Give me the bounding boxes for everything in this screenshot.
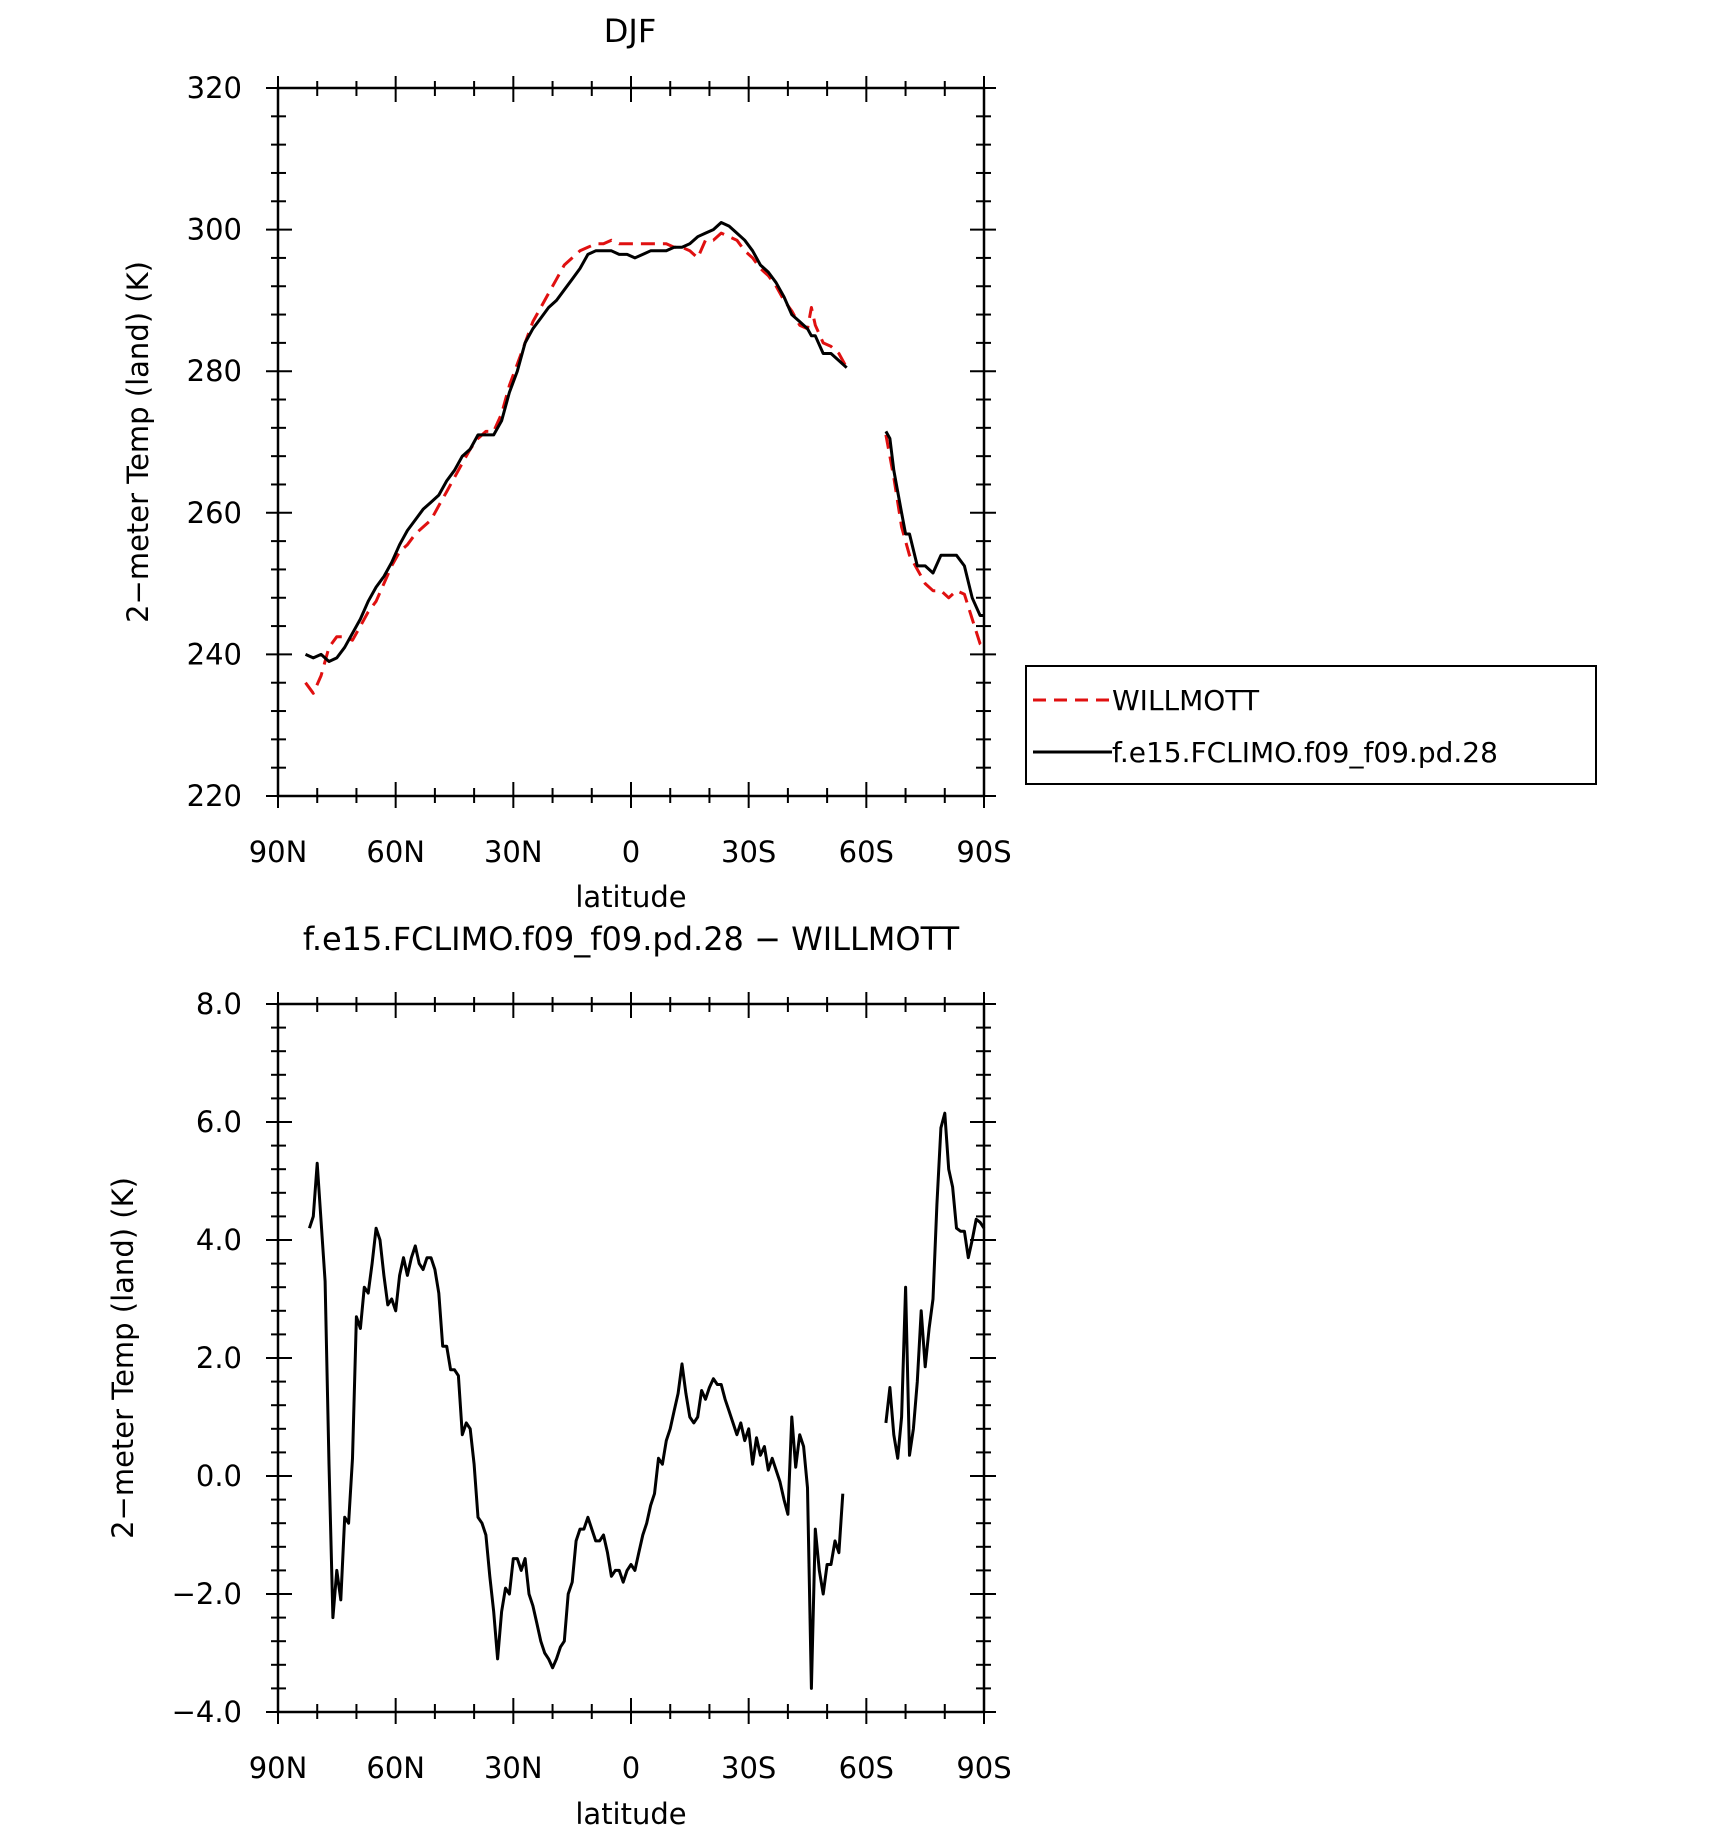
x-tick-label-30n: 30N (484, 1751, 543, 1785)
legend-label-willmott: WILLMOTT (1112, 684, 1260, 717)
y-tick-label-neg4: −4.0 (172, 1695, 242, 1729)
y-tick-label-4: 4.0 (196, 1223, 242, 1257)
panel-top-ticks (266, 76, 996, 808)
x-tick-label-30s: 30S (721, 835, 776, 869)
x-tick-label-60n: 60N (366, 835, 425, 869)
x-tick-label-90s: 90S (956, 1751, 1011, 1785)
panel-top-x-tick-labels: 90N 60N 30N 0 30S 60S 90S (249, 835, 1012, 869)
x-tick-label-30s: 30S (721, 1751, 776, 1785)
panel-bottom-x-tick-labels: 90N 60N 30N 0 30S 60S 90S (249, 1751, 1012, 1785)
legend: WILLMOTT f.e15.FCLIMO.f09_f09.pd.28 (1025, 665, 1597, 785)
y-tick-label-2: 2.0 (196, 1341, 242, 1375)
series-line-difference (307, 1161, 845, 1690)
series-line-difference (884, 1111, 986, 1460)
y-tick-label-8: 8.0 (196, 987, 242, 1021)
y-tick-label-0: 0.0 (196, 1459, 242, 1493)
y-tick-label-6: 6.0 (196, 1105, 242, 1139)
x-tick-label-0: 0 (622, 835, 640, 869)
panel-top-y-axis-label: 2−meter Temp (land) (K) (121, 261, 155, 623)
series-line-willmott (304, 231, 849, 695)
panel-bottom-y-axis-label: 2−meter Temp (land) (K) (106, 1177, 140, 1539)
panel-bottom: f.e15.FCLIMO.f09_f09.pd.28 − WILLMOTT 90… (106, 920, 1012, 1831)
x-tick-label-90n: 90N (249, 1751, 308, 1785)
x-tick-label-60n: 60N (366, 1751, 425, 1785)
panel-bottom-x-axis-label: latitude (575, 1797, 686, 1831)
panel-top-series (304, 221, 986, 695)
series-line-model (304, 221, 848, 663)
series-line-willmott (884, 434, 986, 649)
panel-top-title: DJF (604, 12, 656, 50)
panel-bottom-series (307, 1111, 986, 1690)
y-tick-label-280: 280 (187, 354, 242, 388)
x-tick-label-90s: 90S (956, 835, 1011, 869)
panel-top-x-axis-label: latitude (575, 880, 686, 914)
panel-top: DJF 90N 60N 30N 0 30S 60S 90S 220 240 26… (121, 12, 1597, 914)
y-tick-label-240: 240 (187, 637, 242, 671)
panel-top-y-tick-labels: 220 240 260 280 300 320 (187, 71, 242, 813)
legend-label-model: f.e15.FCLIMO.f09_f09.pd.28 (1112, 736, 1498, 769)
x-tick-label-90n: 90N (249, 835, 308, 869)
x-tick-label-30n: 30N (484, 835, 543, 869)
x-tick-label-60s: 60S (839, 1751, 894, 1785)
panel-bottom-y-tick-labels: −4.0 −2.0 0.0 2.0 4.0 6.0 8.0 (172, 987, 242, 1729)
legend-box (1025, 665, 1597, 785)
series-line-model (884, 430, 984, 617)
y-tick-label-320: 320 (187, 71, 242, 105)
y-tick-label-neg2: −2.0 (172, 1577, 242, 1611)
x-tick-label-0: 0 (622, 1751, 640, 1785)
panel-bottom-title: f.e15.FCLIMO.f09_f09.pd.28 − WILLMOTT (303, 920, 960, 958)
y-tick-label-260: 260 (187, 496, 242, 530)
y-tick-label-300: 300 (187, 213, 242, 247)
panel-bottom-ticks (266, 992, 996, 1724)
x-tick-label-60s: 60S (839, 835, 894, 869)
y-tick-label-220: 220 (187, 779, 242, 813)
